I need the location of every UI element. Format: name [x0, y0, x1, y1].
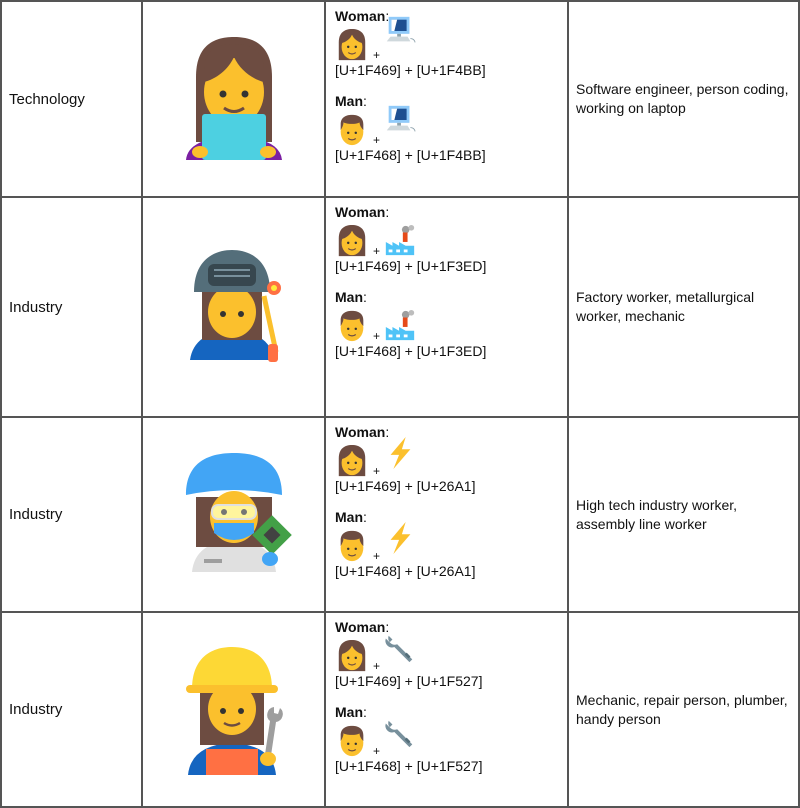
- woman-label: Woman: [335, 619, 386, 635]
- emoji-combination-cell: Woman: + [U+1F469] + [U+1F3ED] Man: + [U…: [324, 196, 569, 418]
- computer-icon: [383, 103, 417, 137]
- computer-icon: [383, 14, 417, 48]
- woman-code-sequence: [U+1F469] + [U+26A1]: [335, 478, 476, 494]
- description-cell: Mechanic, repair person, plumber, handy …: [567, 611, 800, 808]
- emoji-combination-cell: Woman: + [U+1F469] + [U+26A1] Man: + [U+…: [324, 416, 569, 613]
- colon: :: [363, 509, 367, 525]
- woman-factory-worker-image: [141, 196, 326, 418]
- man-label: Man: [335, 93, 363, 109]
- colon: :: [385, 424, 390, 440]
- woman-technologist-image: [141, 0, 326, 198]
- description-cell: Software engineer, person coding, workin…: [567, 0, 800, 198]
- colon: :: [363, 93, 367, 109]
- colon: :: [385, 8, 390, 24]
- category-cell: Industry: [0, 416, 143, 613]
- lightning-icon: [383, 436, 417, 470]
- table-row: Technology Woman: + [U+1F469] + [U+1F4BB…: [0, 0, 800, 198]
- man-emoji-icon: [335, 309, 369, 343]
- man-code-sequence: [U+1F468] + [U+1F3ED]: [335, 343, 487, 359]
- factory-icon: [383, 224, 417, 258]
- plus-sign: +: [373, 549, 381, 563]
- colon: :: [363, 704, 367, 720]
- woman-label: Woman: [335, 8, 386, 24]
- description-cell: Factory worker, metallurgical worker, me…: [567, 196, 800, 418]
- plus-sign: +: [373, 464, 381, 478]
- emoji-combination-cell: Woman: + [U+1F469] + [U+1F527] Man: + [U…: [324, 611, 569, 808]
- woman-emoji-icon: [335, 639, 369, 673]
- table-row: Industry Woman: + [U+1F469] + [U+1F527] …: [0, 611, 800, 808]
- woman-hightech-worker-image: [141, 416, 326, 613]
- category-cell: Technology: [0, 0, 143, 198]
- woman-code-sequence: [U+1F469] + [U+1F527]: [335, 673, 483, 689]
- category-cell: Industry: [0, 196, 143, 418]
- colon: :: [363, 289, 367, 305]
- plus-sign: +: [373, 744, 381, 758]
- plus-sign: +: [373, 244, 381, 258]
- woman-emoji-icon: [335, 444, 369, 478]
- man-emoji-icon: [335, 113, 369, 147]
- table-row: Industry Woman: + [U+1F469] + [U+1F3ED] …: [0, 196, 800, 418]
- wrench-icon: [383, 631, 417, 665]
- lightning-icon: [383, 521, 417, 555]
- man-code-sequence: [U+1F468] + [U+26A1]: [335, 563, 476, 579]
- plus-sign: +: [373, 48, 381, 62]
- wrench-icon: [383, 716, 417, 750]
- man-code-sequence: [U+1F468] + [U+1F527]: [335, 758, 483, 774]
- man-label: Man: [335, 509, 363, 525]
- woman-mechanic-image: [141, 611, 326, 808]
- table-row: Industry Woman: + [U+1F469] + [U+26A1] M…: [0, 416, 800, 613]
- man-label: Man: [335, 704, 363, 720]
- plus-sign: +: [373, 659, 381, 673]
- man-label: Man: [335, 289, 363, 305]
- woman-code-sequence: [U+1F469] + [U+1F4BB]: [335, 62, 486, 78]
- emoji-combination-cell: Woman: + [U+1F469] + [U+1F4BB] Man: + [U…: [324, 0, 569, 198]
- colon: :: [385, 619, 390, 635]
- description-cell: High tech industry worker, assembly line…: [567, 416, 800, 613]
- plus-sign: +: [373, 329, 381, 343]
- man-emoji-icon: [335, 724, 369, 758]
- plus-sign: +: [373, 133, 381, 147]
- man-code-sequence: [U+1F468] + [U+1F4BB]: [335, 147, 486, 163]
- woman-label: Woman: [335, 424, 386, 440]
- man-emoji-icon: [335, 529, 369, 563]
- woman-code-sequence: [U+1F469] + [U+1F3ED]: [335, 258, 487, 274]
- category-cell: Industry: [0, 611, 143, 808]
- factory-icon: [383, 309, 417, 343]
- woman-emoji-icon: [335, 28, 369, 62]
- woman-emoji-icon: [335, 224, 369, 258]
- woman-label: Woman: [335, 204, 386, 220]
- colon: :: [385, 204, 390, 220]
